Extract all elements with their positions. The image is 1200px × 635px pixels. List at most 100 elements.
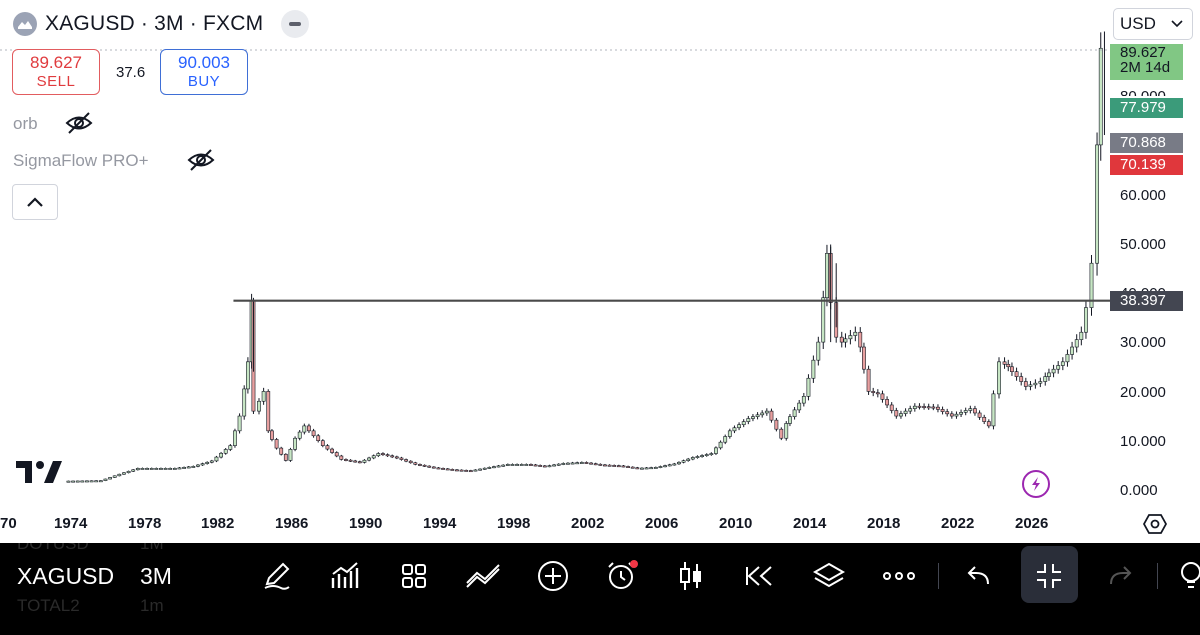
candle-body (307, 425, 311, 432)
replay-icon[interactable] (741, 557, 779, 595)
fullscreen-exit-icon[interactable] (1030, 557, 1068, 595)
candle-body (700, 455, 704, 457)
candle-body (858, 331, 863, 348)
candle-body (362, 459, 367, 463)
candle-body (889, 404, 894, 411)
symbol-title[interactable]: XAGUSD · 3M · FXCM (45, 12, 264, 35)
candle-body (926, 406, 931, 409)
candle-body (732, 427, 737, 432)
candle-body (741, 421, 746, 425)
candle-body (853, 331, 858, 336)
buy-button[interactable]: 90.003 BUY (160, 49, 248, 95)
candle-body (209, 460, 214, 463)
candle-body (117, 473, 122, 477)
candle-body (589, 462, 593, 465)
candle-body (566, 462, 570, 465)
ghost-interval-bottom: 1m (140, 596, 164, 615)
candle-body (154, 468, 159, 470)
price-chart[interactable] (0, 0, 1200, 543)
grid-icon[interactable] (395, 557, 433, 595)
candle-body (552, 464, 556, 467)
tradingview-logo-icon (16, 461, 62, 488)
currency-select[interactable]: USD (1113, 8, 1193, 40)
undo-icon[interactable] (961, 557, 999, 595)
candle-body (806, 377, 811, 397)
indicators-icon[interactable] (326, 557, 364, 595)
candle-body (487, 467, 492, 469)
redo-icon[interactable] (1100, 557, 1138, 595)
eye-hidden-icon[interactable] (64, 110, 94, 141)
candle-body (103, 478, 108, 481)
candle-body (390, 455, 395, 458)
horizontal-line-price-label: 38.397 (1110, 291, 1183, 311)
candle-body (404, 459, 408, 462)
more-icon[interactable] (880, 557, 918, 595)
candle-body (982, 416, 987, 422)
symbol-logo-icon (13, 12, 37, 36)
candle-body (630, 466, 635, 469)
candle-body (1047, 372, 1051, 377)
candle-body (945, 411, 950, 415)
candle-body (811, 359, 816, 379)
candle-body (293, 437, 297, 450)
candle-body (727, 430, 732, 437)
candle-body (644, 467, 649, 470)
collapse-legend-button[interactable] (281, 10, 310, 38)
candle-body (533, 464, 538, 467)
candle-body (431, 466, 436, 469)
candle-body (288, 449, 293, 461)
candle-body (94, 480, 99, 483)
pencil-icon[interactable] (258, 557, 296, 595)
add-icon[interactable] (534, 557, 572, 595)
candle-body (570, 462, 575, 465)
candle-body (186, 466, 191, 469)
x-tick: 2026 (1015, 515, 1049, 532)
candle-body (468, 470, 473, 473)
drawing-tools-icon[interactable] (464, 557, 502, 595)
candle-body (709, 453, 714, 456)
candle-body (492, 466, 496, 469)
candle-body (381, 453, 385, 456)
x-tick: 1986 (275, 515, 309, 532)
candle-body (510, 464, 515, 466)
candle-body (219, 452, 223, 458)
candle-body (357, 461, 362, 464)
candle-body (455, 469, 459, 472)
candles-icon[interactable] (672, 557, 710, 595)
chart-area[interactable]: XAGUSD · 3M · FXCM 89.627 SELL 37.6 90.0… (0, 0, 1200, 543)
candle-body (635, 467, 640, 470)
indicator-orb-label[interactable]: orb (13, 114, 38, 133)
chart-settings-icon[interactable] (1142, 512, 1168, 541)
candle-body (1089, 262, 1094, 308)
eye-hidden-icon[interactable] (186, 147, 216, 178)
candle-body (205, 461, 210, 464)
collapse-indicators-button[interactable] (12, 184, 58, 220)
candle-body (302, 425, 307, 433)
alert-icon[interactable] (603, 557, 641, 595)
lightning-icon[interactable] (1022, 470, 1050, 498)
y-tick: 20.000 (1120, 384, 1166, 401)
price-label-red: 70.139 (1110, 155, 1183, 175)
y-tick: 60.000 (1120, 187, 1166, 204)
candle-body (963, 410, 968, 413)
lightbulb-icon[interactable] (1176, 557, 1200, 595)
chart-header: XAGUSD · 3M · FXCM (13, 10, 310, 38)
candle-body (1019, 376, 1024, 382)
y-tick-partial: 80.000 (1120, 88, 1166, 96)
candle-body (459, 469, 464, 472)
candle-body (917, 405, 922, 408)
symbol-search-button[interactable]: XAGUSD (17, 563, 115, 589)
interval-button[interactable]: 3M (140, 563, 172, 589)
layers-icon[interactable] (810, 557, 848, 595)
candle-body (339, 455, 344, 460)
indicator-sigmaflow-label[interactable]: SigmaFlow PRO+ (13, 151, 149, 170)
sell-button[interactable]: 89.627 SELL (12, 49, 100, 95)
candle-body (991, 393, 996, 427)
candle-body (547, 465, 552, 468)
candle-body (607, 464, 612, 467)
candle-body (283, 453, 288, 461)
candle-body (894, 410, 899, 417)
candle-body (1028, 384, 1033, 387)
candle-body (816, 341, 821, 361)
candle-body (825, 253, 829, 299)
